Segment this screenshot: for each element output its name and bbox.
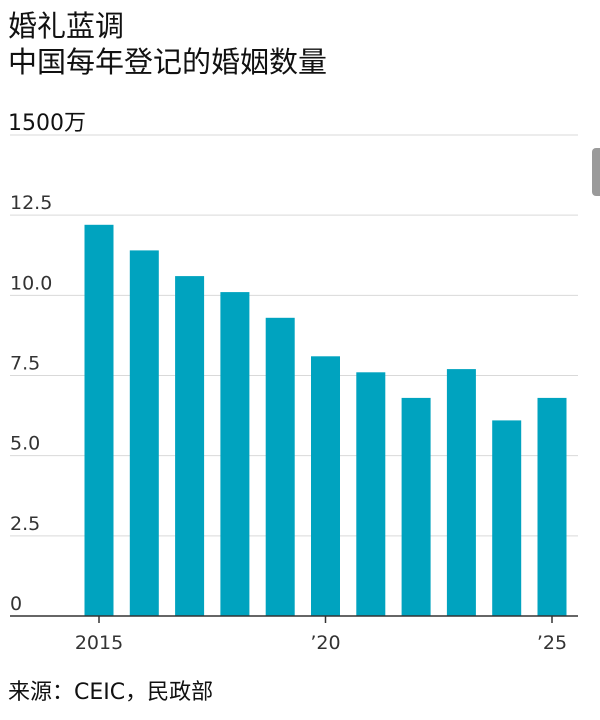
x-tick-labels: 2015 ’20 ’25 [75,616,567,654]
bar-2019 [265,317,295,616]
bar-2022 [401,397,431,616]
y-tick-label: 0 [10,593,22,615]
y-tick-labels: 0 2.5 5.0 7.5 10.0 12.5 [10,192,52,615]
x-tick-label: ’25 [537,632,567,654]
bars [84,224,567,617]
scrollbar-thumb[interactable] [592,148,600,196]
chart-title-line-2: 中国每年登记的婚姻数量 [8,45,328,79]
bar-chart: 1500万 0 2.5 5.0 7.5 10.0 12.5 2015 ’20 ’25 [8,111,578,654]
bar-2017 [175,276,205,616]
chart-title-line-1: 婚礼蓝调 [8,9,125,43]
bar-2021 [356,372,386,616]
bar-2016 [129,250,159,616]
y-tick-label: 7.5 [10,353,40,375]
y-tick-label: 10.0 [10,272,52,294]
chart-title: 婚礼蓝调 中国每年登记的婚姻数量 [8,8,327,80]
y-tick-label: 2.5 [10,513,40,535]
bar-2018 [220,292,250,616]
unit-label: 1500万 [8,111,86,136]
bar-2020 [311,356,340,616]
y-tick-label: 12.5 [10,192,52,214]
bar-2024 [492,420,522,616]
x-tick-label: 2015 [75,632,123,654]
x-tick-label: ’20 [310,632,340,654]
y-tick-label: 5.0 [10,433,40,455]
bar-2025 [537,397,567,616]
bar-2015 [84,224,114,617]
bar-2023 [446,369,476,616]
source-note: 来源：CEIC，民政部 [8,680,214,705]
